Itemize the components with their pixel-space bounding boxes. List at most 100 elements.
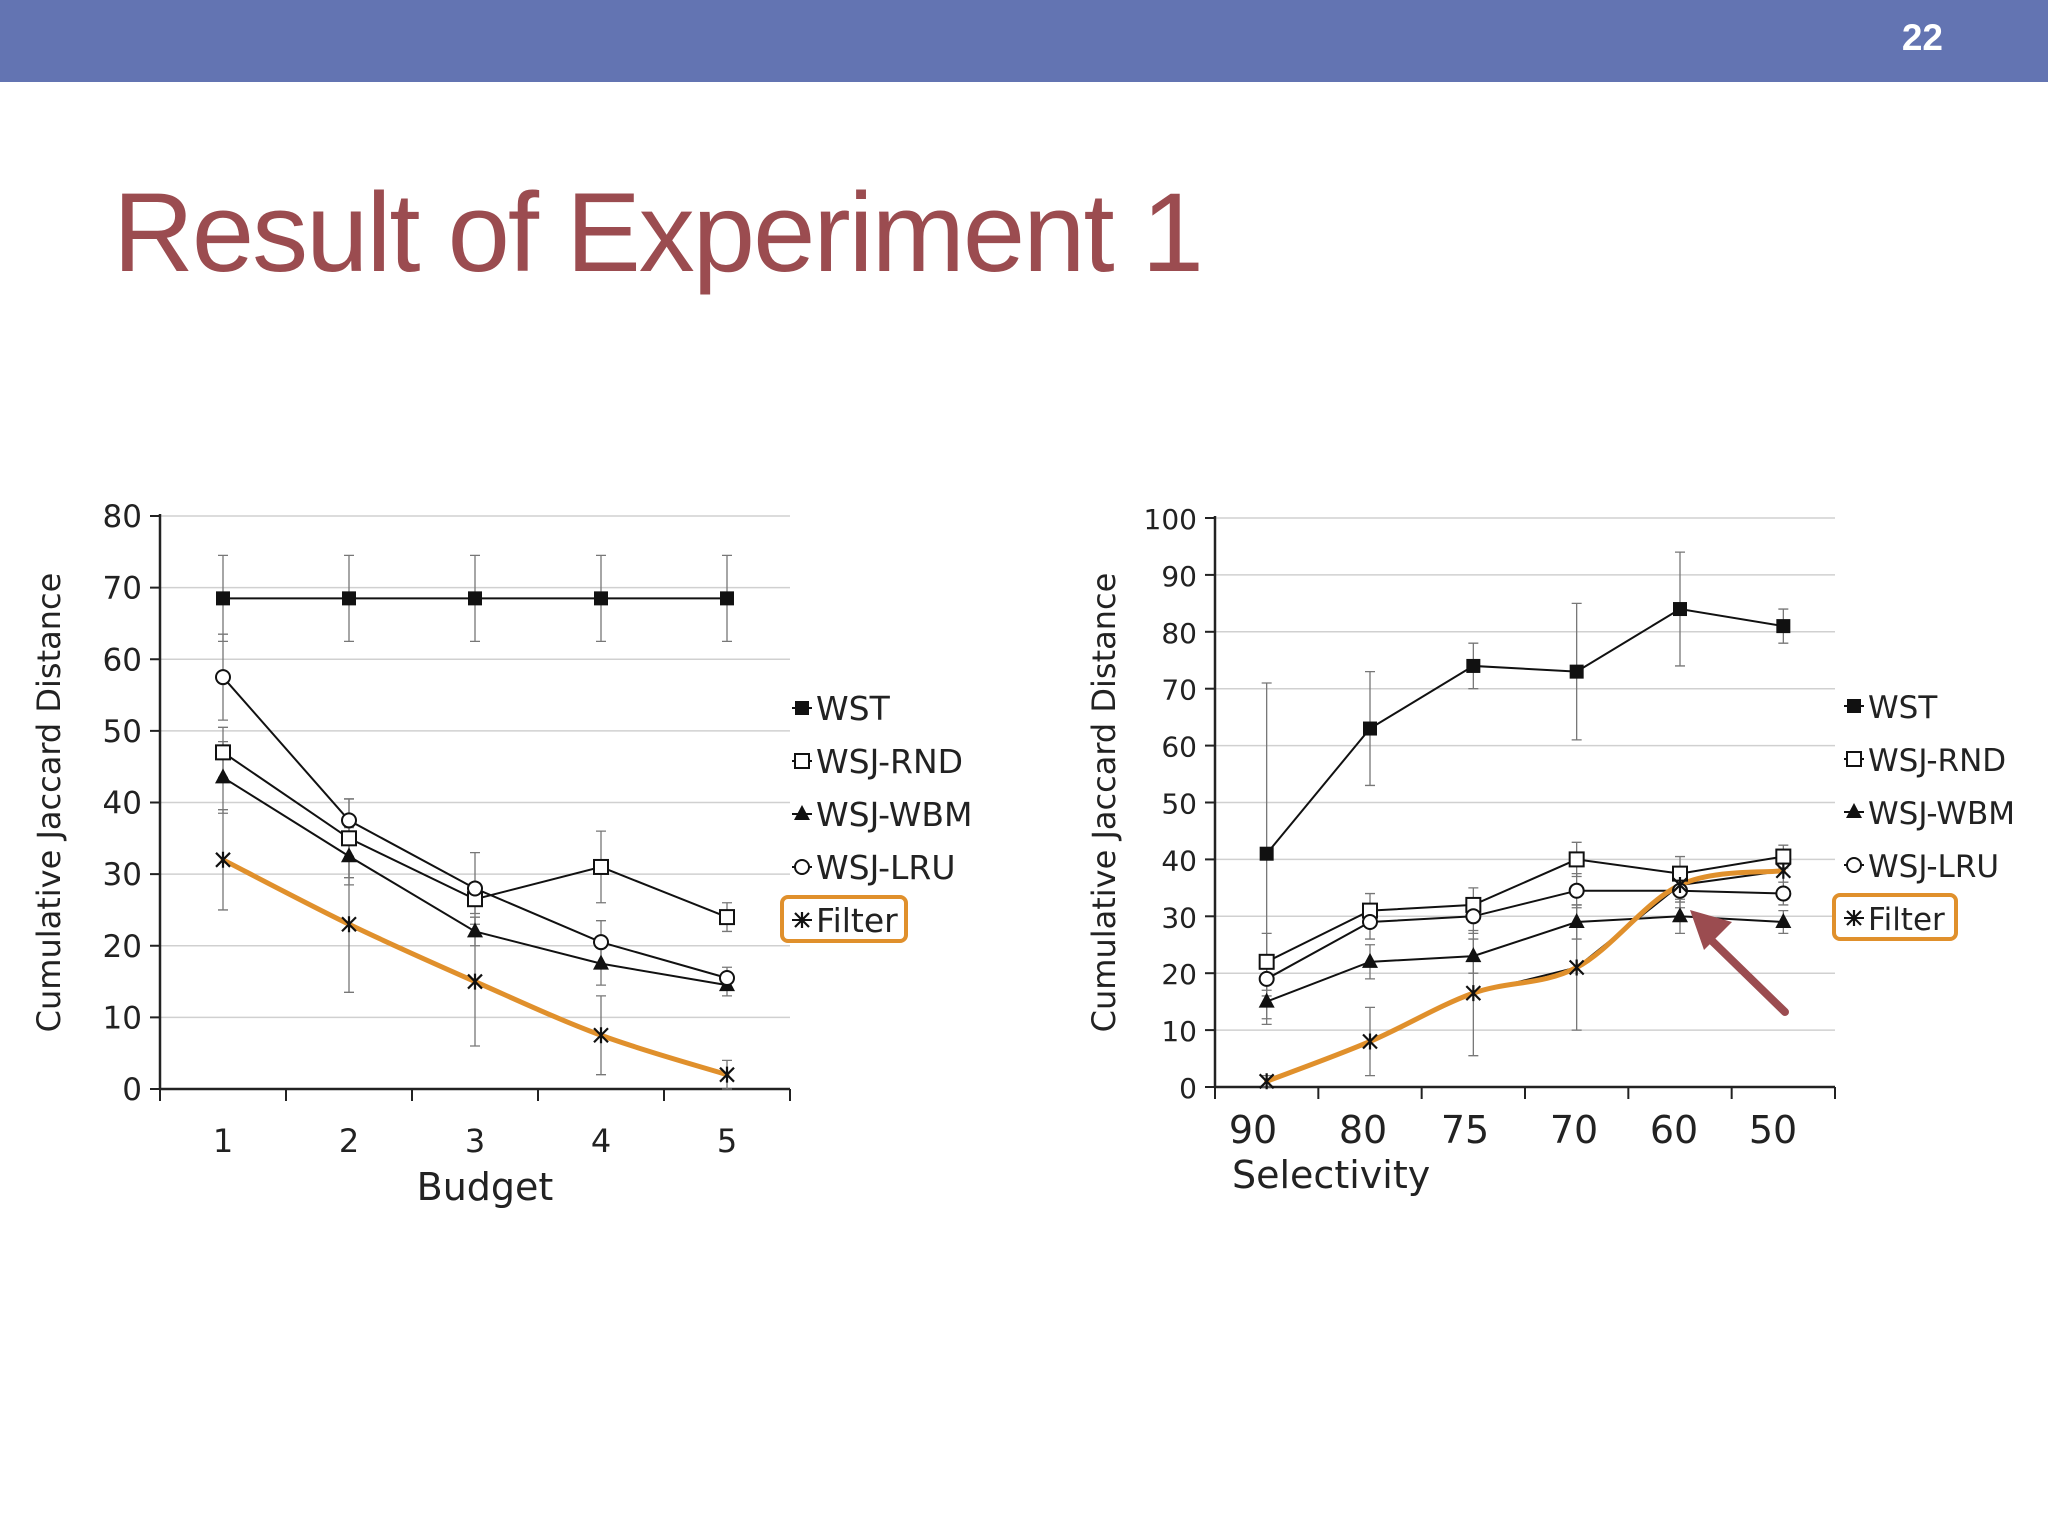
budget-point-filter: [341, 916, 357, 933]
selectivity-point-wsj-lru: [1775, 885, 1792, 902]
selectivity-legend-label-wsj-wbm: WSJ-WBM: [1868, 796, 2015, 832]
selectivity-point-wsj-rnd: [1258, 953, 1275, 970]
selectivity-series-line-wsj-rnd: [1266, 855, 1784, 963]
budget-point-wst: [720, 591, 734, 606]
budget-x-tick-label: 5: [717, 1122, 737, 1160]
budget-point-wst: [594, 591, 608, 606]
budget-point-wsj-lru: [341, 812, 357, 829]
budget-point-wsj-lru: [593, 934, 609, 951]
slide-number: 22: [1901, 17, 1943, 58]
selectivity-point-wst: [1259, 846, 1274, 861]
budget-point-wsj-rnd: [215, 744, 231, 761]
budget-x-tick-label: 2: [339, 1122, 359, 1160]
budget-point-wst: [468, 591, 482, 606]
selectivity-x-tick-label: 80: [1339, 1108, 1387, 1152]
header-band: [0, 0, 2048, 82]
selectivity-point-filter: [1465, 985, 1482, 1002]
selectivity-point-wsj-lru: [1362, 913, 1378, 930]
budget-point-wsj-wbm: [593, 954, 609, 970]
budget-y-tick-label: 70: [103, 571, 142, 607]
budget-y-axis-label: Cumulative Jaccard Distance: [30, 573, 68, 1033]
selectivity-point-wsj-lru: [1258, 970, 1275, 987]
selectivity-x-tick-label: 75: [1441, 1108, 1489, 1152]
selectivity-annotation-arrow-head: [1690, 910, 1732, 950]
budget-y-tick-label: 20: [103, 929, 142, 965]
budget-legend-label-filter: Filter: [816, 901, 898, 940]
budget-x-tick-label: 4: [591, 1122, 611, 1160]
selectivity-y-tick-label: 20: [1161, 958, 1197, 991]
budget-point-wst: [216, 591, 230, 606]
selectivity-y-tick-label: 10: [1161, 1015, 1197, 1048]
selectivity-point-wsj-wbm: [1258, 992, 1275, 1008]
budget-legend-marker-wsj-wbm: [794, 805, 810, 820]
budget-legend-highlight-box: [780, 895, 908, 943]
selectivity-legend-marker-wsj-rnd: [1846, 751, 1862, 767]
budget-point-wsj-rnd: [719, 909, 735, 926]
budget-y-tick-label: 30: [103, 857, 142, 893]
budget-legend-marker-wsj-lru: [794, 859, 810, 875]
budget-point-filter: [215, 851, 231, 868]
budget-legend-marker-filter: [794, 912, 810, 928]
budget-point-filter: [719, 1066, 735, 1083]
selectivity-x-tick-label: 70: [1550, 1108, 1598, 1152]
budget-x-tick-label: 3: [465, 1122, 485, 1160]
budget-y-tick-label: 50: [103, 714, 142, 750]
selectivity-legend-label-wsj-rnd: WSJ-RND: [1868, 743, 2006, 779]
selectivity-series-line-wsj-lru: [1266, 889, 1784, 980]
selectivity-point-wsj-wbm: [1465, 947, 1482, 963]
selectivity-point-wst: [1569, 664, 1584, 679]
budget-y-tick-label: 10: [103, 1000, 142, 1036]
budget-point-wsj-wbm: [215, 768, 231, 784]
selectivity-point-wst: [1363, 721, 1377, 736]
selectivity-series-line-wst: [1265, 607, 1784, 855]
selectivity-point-wsj-wbm: [1362, 952, 1378, 968]
budget-point-wsj-lru: [467, 880, 483, 897]
budget-legend-marker-wsj-rnd: [794, 753, 810, 769]
budget-point-wst: [342, 591, 356, 606]
selectivity-x-tick-label: 90: [1229, 1108, 1277, 1152]
selectivity-x-tick-label: 50: [1749, 1108, 1797, 1152]
selectivity-y-tick-label: 70: [1161, 674, 1197, 707]
selectivity-point-wst: [1673, 602, 1687, 617]
budget-chart: 0 10 20 30 40 50 60 70 80 1 2 3 4 5 Budget Cumulative J…: [30, 499, 972, 1209]
budget-legend-marker-wst: [795, 701, 809, 715]
selectivity-legend-label-wst: WST: [1868, 690, 1938, 726]
selectivity-chart: 0 10 20 30 40 50 60 70 80 90 100 90 80 75 70 60 50 Select…: [1085, 503, 2015, 1197]
selectivity-legend-marker-filter: [1846, 910, 1862, 926]
selectivity-legend-marker-wsj-wbm: [1846, 803, 1862, 818]
selectivity-point-filter: [1568, 959, 1585, 976]
selectivity-legend-label-filter: Filter: [1868, 902, 1945, 938]
selectivity-y-tick-label: 30: [1161, 901, 1197, 934]
selectivity-legend-label-wsj-lru: WSJ-LRU: [1868, 849, 1999, 885]
budget-point-filter: [593, 1027, 609, 1044]
budget-legend-label-wsj-lru: WSJ-LRU: [816, 848, 956, 887]
selectivity-y-tick-label: 0: [1179, 1072, 1197, 1105]
budget-y-tick-label: 40: [103, 786, 142, 822]
selectivity-point-wsj-wbm: [1568, 912, 1585, 928]
selectivity-point-wsj-wbm: [1672, 907, 1688, 923]
selectivity-y-tick-label: 90: [1161, 560, 1197, 593]
selectivity-legend-highlight-box: [1832, 893, 1958, 941]
selectivity-y-axis-label: Cumulative Jaccard Distance: [1085, 573, 1123, 1033]
budget-point-wsj-wbm: [467, 922, 483, 938]
budget-point-wsj-lru: [719, 969, 735, 986]
selectivity-point-filter: [1672, 877, 1688, 894]
selectivity-point-wst: [1776, 619, 1791, 634]
selectivity-legend-marker-wst: [1847, 699, 1861, 713]
selectivity-legend-marker-wsj-lru: [1846, 857, 1862, 873]
budget-y-tick-label: 0: [122, 1072, 142, 1108]
budget-legend-label-wsj-rnd: WSJ-RND: [816, 742, 963, 781]
selectivity-y-tick-label: 80: [1161, 617, 1197, 650]
selectivity-y-tick-label: 100: [1144, 503, 1197, 536]
budget-point-wsj-rnd: [341, 830, 357, 847]
selectivity-x-axis-label: Selectivity: [1232, 1153, 1430, 1197]
selectivity-annotation-arrow-shaft: [1704, 933, 1789, 1016]
budget-legend-label-wst: WST: [816, 689, 891, 728]
budget-x-axis-label: Budget: [417, 1165, 554, 1209]
selectivity-point-wsj-rnd: [1775, 848, 1792, 865]
slide-title: Result of Experiment 1: [113, 170, 1204, 295]
selectivity-point-wsj-rnd: [1568, 851, 1585, 868]
selectivity-point-wsj-lru: [1568, 882, 1585, 899]
selectivity-y-tick-label: 60: [1161, 731, 1197, 764]
budget-point-wsj-wbm: [341, 847, 357, 863]
